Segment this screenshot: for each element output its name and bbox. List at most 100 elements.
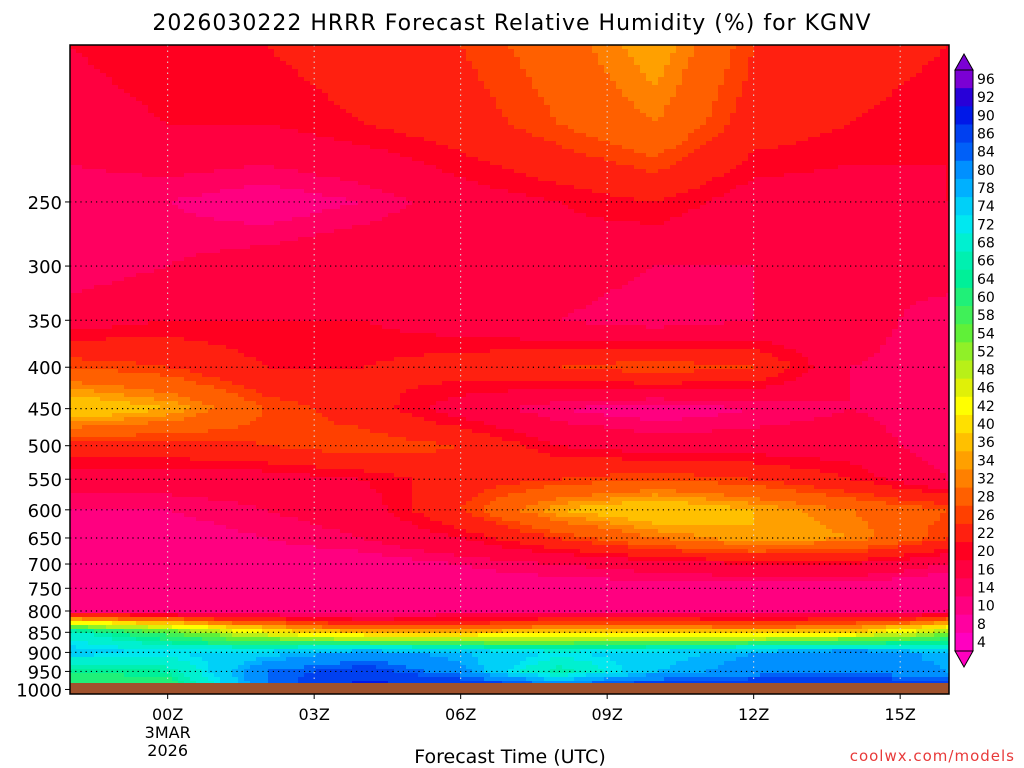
colorbar-label: 66 (977, 254, 995, 270)
colorbar-swatch (955, 360, 973, 380)
colorbar-label: 60 (977, 290, 995, 306)
colorbar-swatch (955, 614, 973, 634)
y-tick-label: 300 (28, 257, 62, 278)
x-tick-label: 15Z (885, 705, 916, 724)
y-tick-label: 850 (28, 623, 62, 644)
colorbar-swatch (955, 523, 973, 543)
colorbar-swatch (955, 560, 973, 579)
y-tick-label: 650 (28, 529, 62, 550)
colorbar-swatch (955, 306, 973, 325)
colorbar-swatch (955, 106, 973, 125)
colorbar-swatch (955, 88, 973, 107)
colorbar-label: 22 (977, 526, 995, 542)
colorbar-label: 46 (977, 381, 995, 397)
colorbar-swatch (955, 469, 973, 488)
colorbar-label: 28 (977, 490, 995, 506)
colorbar-label: 84 (977, 145, 995, 161)
colorbar-label: 86 (977, 127, 995, 143)
colorbar-label: 36 (977, 435, 995, 451)
colorbar-swatch (955, 396, 973, 416)
colorbar-swatch (955, 287, 973, 307)
colorbar-label: 80 (977, 163, 995, 179)
colorbar-label: 68 (977, 235, 995, 251)
colorbar-swatch (955, 324, 973, 343)
colorbar-label: 78 (977, 181, 995, 197)
colorbar-label: 42 (977, 399, 995, 415)
colorbar-swatch (955, 215, 973, 234)
y-tick-label: 550 (28, 470, 62, 491)
colorbar-swatch (955, 487, 973, 507)
x-tick-label: 06Z (445, 705, 476, 724)
colorbar-label: 92 (977, 90, 995, 106)
colorbar-swatch (955, 142, 973, 162)
y-tick-label: 1000 (16, 680, 62, 701)
colorbar-swatch (955, 378, 973, 398)
colorbar-swatch (955, 578, 973, 597)
y-tick-label: 900 (28, 643, 62, 664)
colorbar-swatch (955, 542, 973, 561)
y-tick-label: 450 (28, 400, 62, 421)
x-tick-label: 03Z (299, 705, 330, 724)
colorbar-label: 8 (977, 617, 986, 633)
x-tick-label: 12Z (738, 705, 769, 724)
y-tick-label: 800 (28, 602, 62, 623)
colorbar-swatch (955, 70, 973, 89)
colorbar-label: 58 (977, 308, 995, 324)
colorbar-swatch (955, 433, 973, 452)
colorbar: 9692908684807874726866646058545248464240… (954, 52, 995, 669)
colorbar-swatch (955, 632, 973, 652)
colorbar-label: 64 (977, 272, 995, 288)
colorbar-swatch (955, 269, 973, 289)
colorbar-swatch (955, 505, 973, 525)
y-tick-label: 250 (28, 193, 62, 214)
x-tick-sublabel: 3MAR (145, 723, 191, 742)
y-tick-label: 600 (28, 501, 62, 522)
x-axis-label: Forecast Time (UTC) (414, 746, 605, 768)
colorbar-label: 40 (977, 417, 995, 433)
colorbar-label: 96 (977, 72, 995, 88)
x-tick-label: 09Z (592, 705, 623, 724)
colorbar-label: 90 (977, 108, 995, 124)
y-tick-label: 350 (28, 311, 62, 332)
y-tick-label: 950 (28, 662, 62, 683)
colorbar-swatch (955, 233, 973, 252)
colorbar-swatch (955, 451, 973, 470)
humidity-field (70, 45, 949, 694)
y-tick-label: 700 (28, 555, 62, 576)
chart-title: 2026030222 HRRR Forecast Relative Humidi… (152, 11, 871, 36)
y-tick-label: 500 (28, 437, 62, 458)
colorbar-swatch (955, 124, 973, 144)
colorbar-swatch (955, 414, 973, 434)
colorbar-label: 4 (977, 635, 986, 651)
colorbar-extend-top (954, 52, 974, 71)
colorbar-swatch (955, 251, 973, 271)
colorbar-swatch (955, 197, 973, 216)
colorbar-label: 74 (977, 199, 995, 215)
colorbar-label: 48 (977, 363, 995, 379)
x-tick-sublabel: 2026 (147, 741, 188, 760)
x-tick-label: 00Z (152, 705, 183, 724)
colorbar-swatch (955, 342, 973, 361)
colorbar-label: 26 (977, 508, 995, 524)
colorbar-label: 52 (977, 344, 995, 360)
colorbar-label: 72 (977, 217, 995, 233)
colorbar-label: 10 (977, 599, 995, 615)
plot-frame (69, 44, 950, 695)
y-axis-pressure: 2503003504004505005506006507007508008509… (16, 193, 70, 701)
colorbar-swatch (955, 178, 973, 198)
colorbar-label: 54 (977, 326, 995, 342)
colorbar-swatch (955, 160, 973, 180)
colorbar-label: 32 (977, 472, 995, 488)
colorbar-label: 20 (977, 544, 995, 560)
watermark: coolwx.com/models (850, 747, 1015, 765)
colorbar-label: 34 (977, 453, 995, 469)
colorbar-swatch (955, 596, 973, 616)
y-tick-label: 750 (28, 579, 62, 600)
ground-surface-band (70, 683, 949, 694)
colorbar-extend-bottom (954, 650, 974, 669)
colorbar-label: 16 (977, 562, 995, 578)
colorbar-label: 14 (977, 580, 995, 596)
y-tick-label: 400 (28, 358, 62, 379)
